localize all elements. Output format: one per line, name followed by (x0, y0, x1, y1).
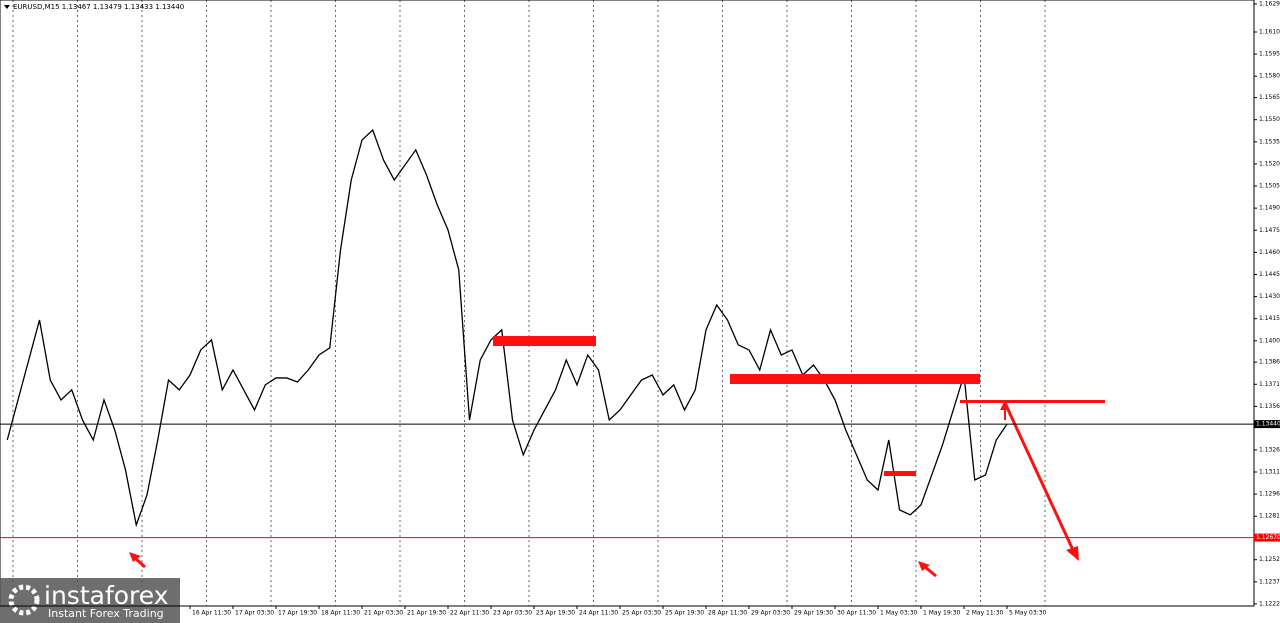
logo: instaforex Instant Forex Trading (0, 578, 180, 623)
arrow-head (129, 552, 141, 562)
forecast-arrow (1003, 402, 1075, 551)
period-separators (12, 0, 1046, 606)
x-tick-label: 24 Apr 11:30 (579, 610, 618, 617)
price-line (6, 128, 1008, 528)
y-tick-label: 1.15205 (1259, 160, 1280, 167)
y-tick-label: 1.14155 (1259, 315, 1280, 322)
y-tick-label: 1.13115 (1259, 469, 1280, 476)
x-tick-label: 17 Apr 19:30 (278, 610, 317, 617)
y-tick-label: 1.14005 (1259, 337, 1280, 344)
x-tick-label: 23 Apr 19:30 (536, 610, 575, 617)
logo-name: instaforex (44, 581, 169, 610)
y-tick-label: 1.13560 (1259, 403, 1280, 410)
arrow-head (1000, 400, 1010, 410)
x-tick-label: 28 Apr 11:30 (708, 610, 747, 617)
y-tick-label: 1.15800 (1259, 73, 1280, 80)
y-tick-label: 1.14305 (1259, 293, 1280, 300)
y-tick-label: 1.14905 (1259, 205, 1280, 212)
y-tick-label: 1.15355 (1259, 138, 1280, 145)
x-tick-label: 5 May 03:30 (1009, 610, 1047, 617)
x-tick-label: 2 May 11:30 (966, 610, 1004, 617)
arrow (924, 565, 937, 578)
y-tick-label: 1.12370 (1259, 578, 1280, 585)
y-tick-label: 1.12220 (1259, 600, 1280, 607)
x-tick-label: 1 May 03:30 (880, 610, 918, 617)
y-tick-label: 1.14755 (1259, 227, 1280, 234)
logo-tagline: Instant Forex Trading (48, 607, 164, 620)
annotations (129, 336, 1105, 578)
x-tick-label: 21 Apr 03:30 (364, 610, 403, 617)
x-tick-label: 29 Apr 03:30 (751, 610, 790, 617)
chart-title: EURUSD,M15 1.13467 1.13479 1.13433 1.134… (13, 3, 184, 11)
price-tag-label: 1.13440 (1256, 421, 1280, 428)
x-tick-label: 30 Apr 11:30 (837, 610, 876, 617)
y-tick-label: 1.15055 (1259, 183, 1280, 190)
y-tick-label: 1.12815 (1259, 513, 1280, 520)
y-tick-label: 1.13860 (1259, 359, 1280, 366)
x-tick-label: 17 Apr 03:30 (235, 610, 274, 617)
arrow-head (918, 561, 930, 571)
price-tag (1254, 533, 1280, 542)
y-tick-label: 1.16290 (1259, 0, 1280, 7)
level-line (960, 400, 1105, 403)
y-tick-label: 1.14605 (1259, 249, 1280, 256)
price-tag-label: 1.12670 (1256, 534, 1280, 541)
y-tick-label: 1.15950 (1259, 51, 1280, 58)
x-tick-label: 22 Apr 11:30 (450, 610, 489, 617)
y-tick-label: 1.13265 (1259, 446, 1280, 453)
level-zone (493, 336, 596, 346)
y-tick-label: 1.15505 (1259, 116, 1280, 123)
y-tick-label: 1.15655 (1259, 94, 1280, 101)
y-tick-label: 1.13710 (1259, 381, 1280, 388)
logo-icon (8, 584, 40, 616)
level-zone (730, 374, 980, 384)
x-tick-label: 16 Apr 11:30 (192, 610, 231, 617)
x-tick-label: 29 Apr 19:30 (794, 610, 833, 617)
level-zone (884, 471, 916, 476)
x-tick-label: 25 Apr 19:30 (665, 610, 704, 617)
arrow-head (1066, 546, 1079, 561)
x-tick-label: 21 Apr 19:30 (407, 610, 446, 617)
y-tick-label: 1.12965 (1259, 491, 1280, 498)
x-tick-label: 23 Apr 03:30 (493, 610, 532, 617)
y-tick-label: 1.12520 (1259, 556, 1280, 563)
marks (6, 128, 1008, 528)
plot-frame (0, 0, 1255, 607)
y-tick-label: 1.16100 (1259, 28, 1280, 35)
x-tick-label: 25 Apr 03:30 (622, 610, 661, 617)
menu-icon[interactable] (4, 5, 10, 9)
price-tag (1254, 420, 1280, 429)
y-tick-label: 1.14455 (1259, 271, 1280, 278)
arrow (133, 556, 147, 569)
x-tick-label: 18 Apr 11:30 (321, 610, 360, 617)
logo-bg (0, 578, 180, 623)
x-tick-label: 1 May 19:30 (923, 610, 961, 617)
